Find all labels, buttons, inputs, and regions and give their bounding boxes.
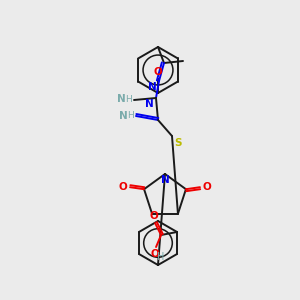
Text: O: O	[118, 182, 127, 192]
Text: S: S	[174, 138, 182, 148]
Text: O: O	[151, 249, 159, 259]
Text: O: O	[154, 67, 162, 77]
Text: N: N	[119, 111, 128, 121]
Text: H: H	[158, 252, 165, 262]
Text: N: N	[117, 94, 126, 104]
Text: N: N	[145, 99, 153, 109]
Text: O: O	[150, 211, 158, 221]
Text: H: H	[125, 94, 132, 103]
Text: N: N	[160, 175, 169, 185]
Text: N: N	[148, 82, 156, 92]
Text: O: O	[203, 182, 212, 192]
Text: H: H	[127, 112, 134, 121]
